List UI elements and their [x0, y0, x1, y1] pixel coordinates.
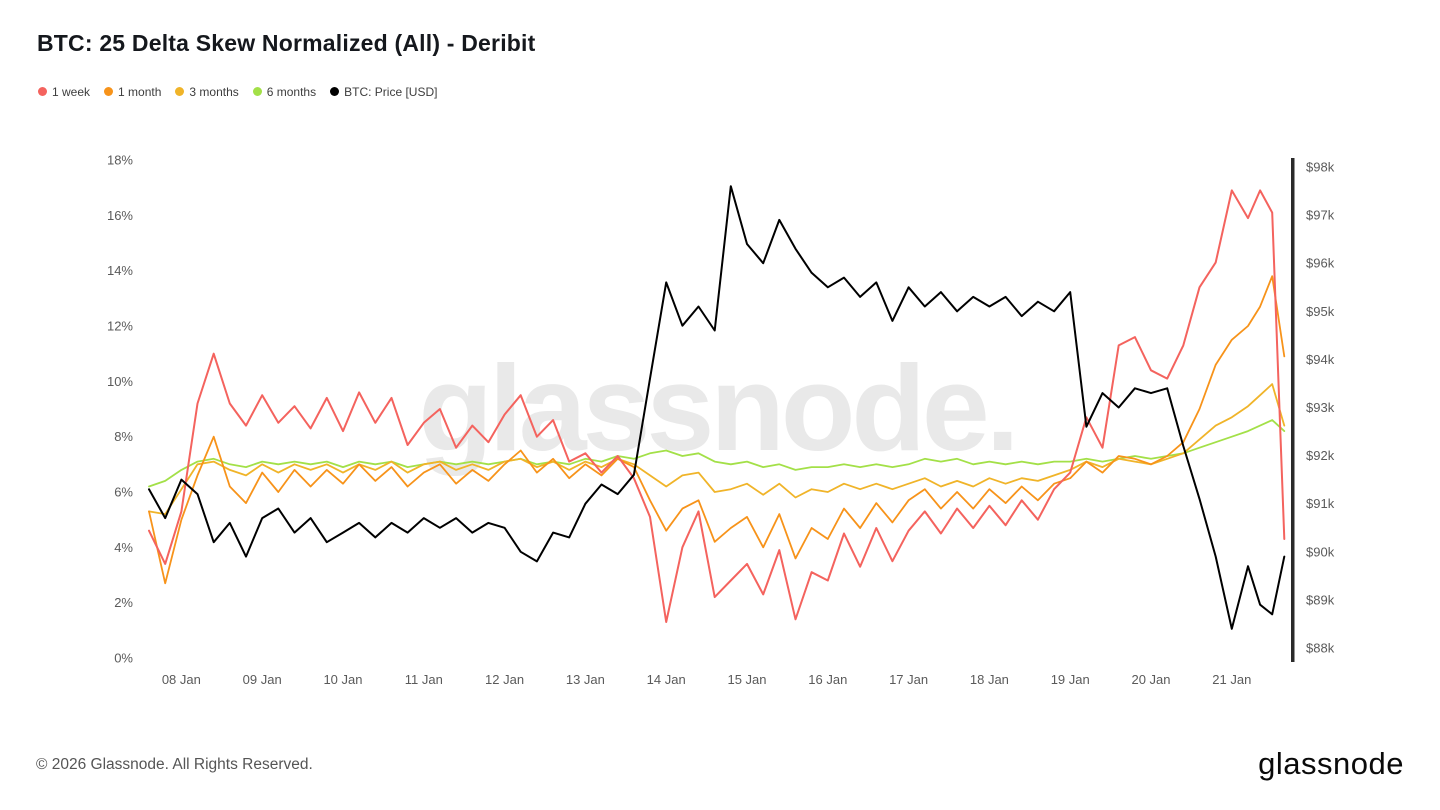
- series-line-btc-price: [148, 185, 1286, 630]
- x-axis-label: 09 Jan: [243, 672, 282, 687]
- x-axis-label: 20 Jan: [1131, 672, 1170, 687]
- y-axis-left-label: 2%: [114, 595, 133, 610]
- legend: 1 week 1 month 3 months 6 months BTC: Price …: [38, 85, 437, 98]
- x-axis-label: 08 Jan: [162, 672, 201, 687]
- right-axis-line: [1291, 158, 1295, 662]
- x-axis-label: 17 Jan: [889, 672, 928, 687]
- series-line-1-month: [148, 275, 1286, 585]
- y-axis-right-label: $96k: [1306, 256, 1335, 271]
- legend-label-6-months: 6 months: [266, 85, 317, 99]
- y-axis-left-label: 4%: [114, 540, 133, 555]
- legend-item-1-week[interactable]: 1 week: [38, 85, 90, 98]
- y-axis-left-label: 8%: [114, 429, 133, 444]
- y-axis-left-label: 6%: [114, 485, 133, 500]
- y-axis-left-label: 10%: [107, 374, 133, 389]
- series-line-6-months: [148, 419, 1286, 488]
- legend-label-3-months: 3 months: [189, 85, 239, 99]
- x-axis-label: 11 Jan: [405, 672, 443, 687]
- y-axis-right-label: $98k: [1306, 160, 1335, 175]
- legend-item-6-months[interactable]: 6 months: [252, 85, 317, 99]
- x-axis-label: 16 Jan: [808, 672, 847, 687]
- legend-item-btc-price[interactable]: BTC: Price [USD]: [330, 85, 437, 98]
- y-axis-right-label: $95k: [1306, 304, 1335, 319]
- y-axis-left-label: 16%: [107, 208, 133, 223]
- y-axis-left-label: 14%: [107, 263, 133, 278]
- x-axis-label: 12 Jan: [485, 672, 524, 687]
- legend-dot-6-months: [252, 87, 262, 96]
- y-axis-right-label: $92k: [1306, 448, 1335, 463]
- series-line-1-week: [148, 189, 1286, 623]
- x-axis-label: 14 Jan: [647, 672, 686, 687]
- y-axis-left-label: 12%: [107, 319, 133, 334]
- legend-dot-1-week: [38, 87, 47, 96]
- y-axis-left-label: 0%: [114, 651, 133, 666]
- x-axis-label: 21 Jan: [1212, 672, 1251, 687]
- glassnode-logo: glassnode: [1258, 746, 1404, 781]
- chart-title: BTC: 25 Delta Skew Normalized (All) - De…: [37, 30, 536, 56]
- x-axis-label: 10 Jan: [323, 672, 362, 687]
- x-axis-label: 19 Jan: [1051, 672, 1090, 687]
- y-axis-right-label: $97k: [1306, 208, 1335, 223]
- series-line-3-months: [148, 383, 1286, 515]
- y-axis-right-label: $93k: [1306, 400, 1335, 415]
- footer-copyright: © 2026 Glassnode. All Rights Reserved.: [36, 756, 313, 773]
- y-axis-right-label: $90k: [1306, 544, 1335, 559]
- legend-label-1-week: 1 week: [52, 85, 91, 99]
- legend-dot-btc-price: [330, 87, 340, 96]
- y-axis-right-label: $94k: [1306, 352, 1335, 367]
- legend-label-btc-price: BTC: Price [USD]: [344, 85, 438, 99]
- y-axis-right-label: $89k: [1306, 592, 1335, 607]
- legend-item-3-months[interactable]: 3 months: [175, 85, 239, 99]
- y-axis-left-label: 18%: [107, 153, 133, 168]
- legend-dot-3-months: [175, 87, 185, 96]
- x-axis-label: 13 Jan: [566, 672, 605, 687]
- y-axis-right-label: $88k: [1306, 641, 1335, 656]
- legend-item-1-month[interactable]: 1 month: [104, 85, 161, 98]
- legend-dot-1-month: [104, 87, 114, 96]
- legend-label-1-month: 1 month: [118, 85, 162, 99]
- y-axis-right-label: $91k: [1306, 496, 1335, 511]
- x-axis-label: 18 Jan: [970, 672, 1009, 687]
- x-axis-label: 15 Jan: [727, 672, 766, 687]
